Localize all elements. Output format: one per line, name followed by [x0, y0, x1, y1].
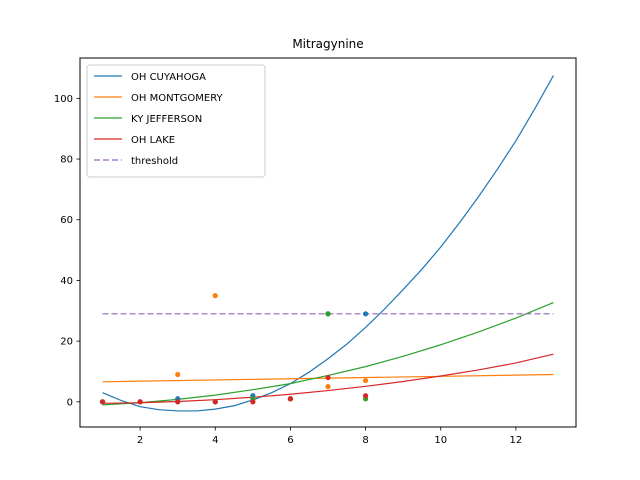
x-tick-label: 2 [137, 435, 143, 446]
data-point [362, 377, 369, 384]
data-point [175, 371, 181, 378]
x-tick-label: 10 [434, 435, 447, 446]
legend-label: OH CUYAHOGA [131, 72, 206, 83]
legend-label: KY JEFFERSON [131, 114, 202, 125]
data-point [362, 393, 369, 399]
x-tick-label: 12 [510, 435, 523, 446]
data-point [99, 399, 106, 405]
legend-box [86, 64, 266, 178]
legend-label: OH LAKE [131, 135, 175, 146]
x-tick-label: 8 [362, 435, 368, 446]
y-tick-label: 0 [67, 397, 73, 408]
data-point [362, 311, 369, 317]
y-tick-label: 80 [60, 155, 73, 166]
x-tick-label: 4 [212, 435, 218, 446]
data-point [325, 311, 331, 317]
chart-title: Mitragynine [292, 37, 363, 51]
x-tick-label: 6 [287, 435, 293, 446]
y-tick-label: 60 [60, 215, 73, 226]
series-line-2 [102, 302, 554, 406]
data-point [175, 399, 181, 405]
data-point [212, 399, 218, 405]
plot-frame [79, 57, 577, 428]
y-tick-label: 40 [60, 276, 73, 287]
series-layer [99, 75, 554, 412]
y-axis: 0 20 40 60 80 100 [54, 94, 80, 408]
x-axis: 2 4 6 8 10 12 [137, 427, 522, 446]
legend-label: threshold [131, 156, 178, 167]
data-point [250, 399, 256, 405]
y-tick-label: 100 [54, 94, 73, 105]
legend: OH CUYAHOGA OH MONTGOMERY KY JEFFERSON OH L… [86, 64, 266, 178]
data-point [287, 396, 294, 402]
data-point [137, 399, 143, 405]
plot-area [79, 57, 577, 428]
series-line-0 [102, 75, 554, 412]
y-tick-label: 20 [60, 337, 73, 348]
legend-label: OH MONTGOMERY [131, 93, 224, 104]
data-point [212, 293, 218, 299]
data-point [325, 374, 331, 381]
data-point [325, 384, 331, 390]
